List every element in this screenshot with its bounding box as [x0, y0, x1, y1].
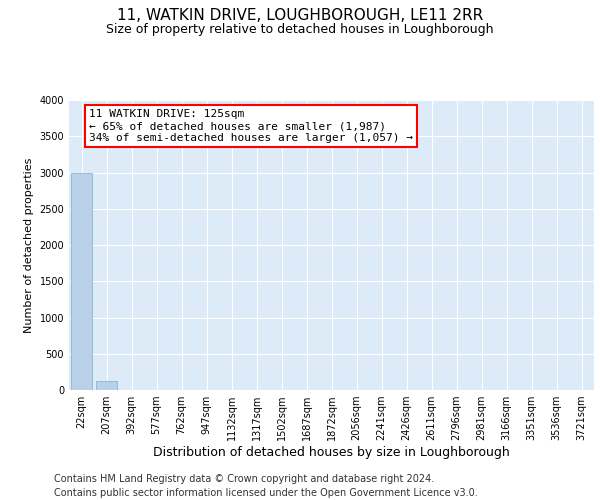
Text: 11, WATKIN DRIVE, LOUGHBOROUGH, LE11 2RR: 11, WATKIN DRIVE, LOUGHBOROUGH, LE11 2RR	[117, 8, 483, 22]
Text: Contains HM Land Registry data © Crown copyright and database right 2024.
Contai: Contains HM Land Registry data © Crown c…	[54, 474, 478, 498]
Text: Size of property relative to detached houses in Loughborough: Size of property relative to detached ho…	[106, 22, 494, 36]
X-axis label: Distribution of detached houses by size in Loughborough: Distribution of detached houses by size …	[153, 446, 510, 459]
Bar	[71, 172, 92, 390]
Y-axis label: Number of detached properties: Number of detached properties	[24, 158, 34, 332]
Text: 11 WATKIN DRIVE: 125sqm
← 65% of detached houses are smaller (1,987)
34% of semi: 11 WATKIN DRIVE: 125sqm ← 65% of detache…	[89, 110, 413, 142]
Bar	[96, 382, 117, 390]
